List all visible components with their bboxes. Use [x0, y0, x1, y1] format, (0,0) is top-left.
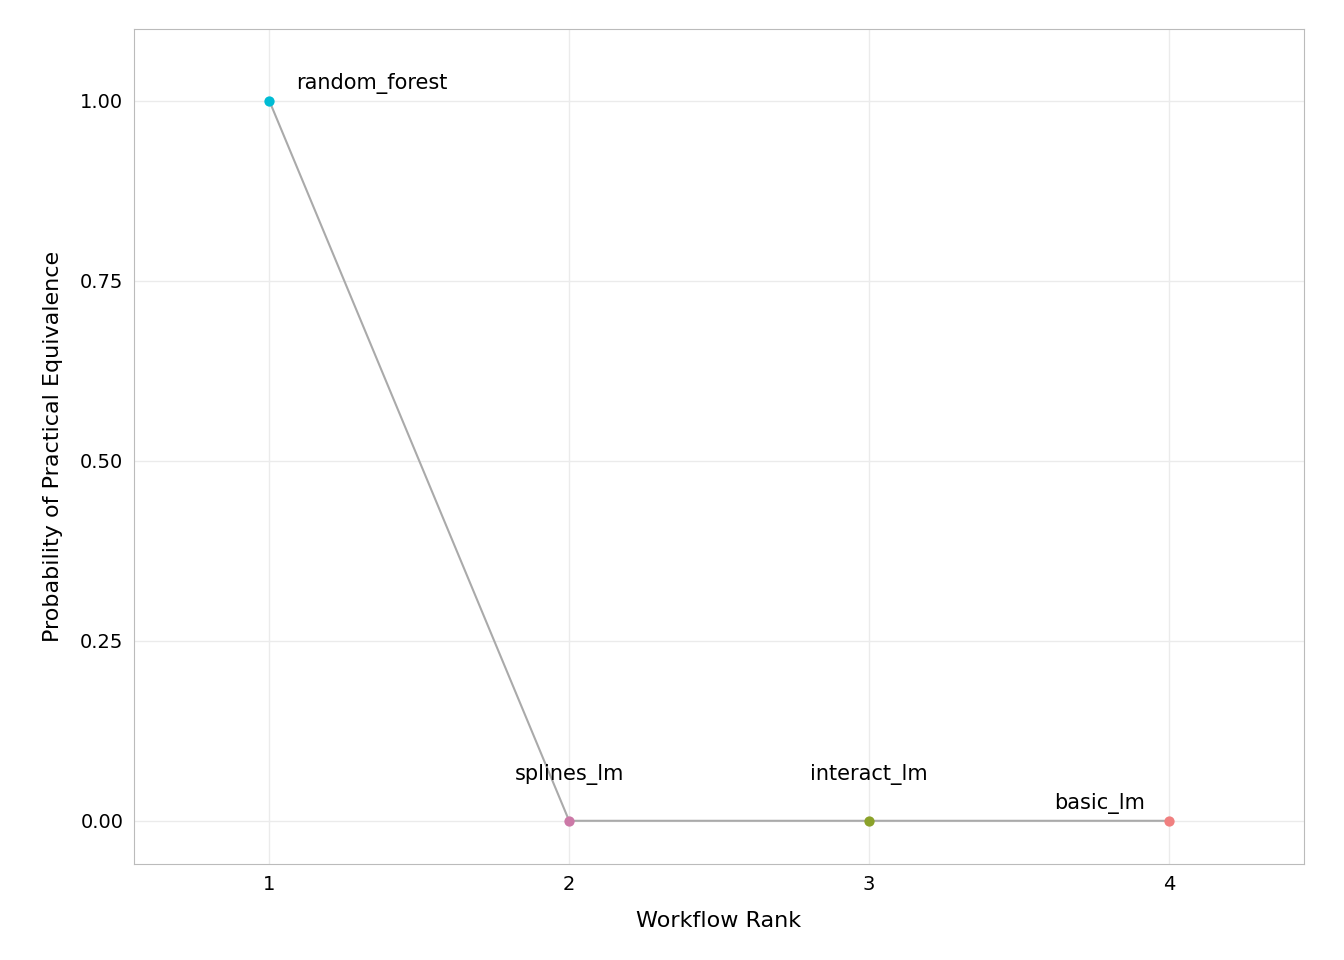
Point [258, 93, 280, 108]
Text: basic_lm: basic_lm [1054, 793, 1145, 814]
Point [558, 813, 579, 828]
X-axis label: Workflow Rank: Workflow Rank [637, 911, 801, 931]
Text: interact_lm: interact_lm [810, 764, 927, 785]
Point [1159, 813, 1180, 828]
Text: splines_lm: splines_lm [515, 764, 624, 785]
Y-axis label: Probability of Practical Equivalence: Probability of Practical Equivalence [43, 251, 63, 642]
Text: random_forest: random_forest [296, 73, 448, 94]
Point [859, 813, 880, 828]
